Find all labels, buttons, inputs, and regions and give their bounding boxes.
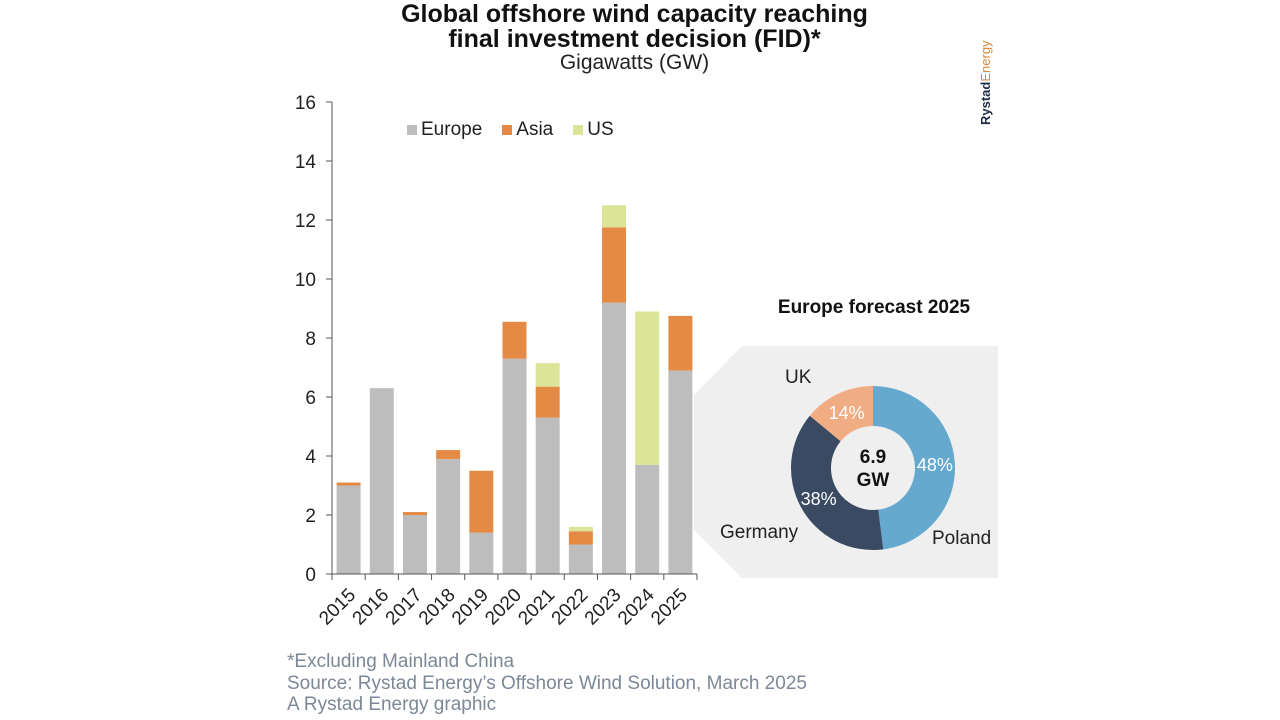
x-tick-label: 2017: [382, 585, 427, 630]
legend-item-asia: Asia: [502, 119, 553, 141]
bar-europe-2023: [602, 302, 627, 574]
bar-asia-2018: [436, 450, 461, 459]
x-tick-label: 2024: [614, 584, 659, 629]
bar-asia-2015: [336, 482, 361, 486]
legend-label-asia: Asia: [516, 119, 554, 140]
bar-europe-2015: [336, 485, 361, 574]
bar-us-2023: [602, 205, 627, 228]
bar-us-2021: [535, 363, 560, 387]
x-tick-label: 2023: [581, 585, 626, 630]
x-tick-label: 2020: [481, 585, 526, 630]
legend-label-us: US: [587, 119, 614, 140]
y-tick-label: 0: [305, 565, 316, 586]
donut-title: Europe forecast 2025: [777, 297, 971, 318]
bar-us-2024: [635, 311, 660, 465]
chart-subtitle: Gigawatts (GW): [559, 51, 710, 74]
legend-item-europe: Europe: [407, 119, 482, 141]
y-tick-label: 6: [305, 388, 316, 409]
x-tick-label: 2016: [349, 585, 394, 630]
bar-asia-2022: [568, 531, 593, 545]
bar-asia-2021: [535, 386, 560, 418]
y-tick-label: 12: [295, 211, 316, 232]
y-tick-label: 8: [305, 329, 316, 350]
y-tick-label: 10: [295, 270, 316, 291]
bar-europe-2024: [635, 464, 660, 574]
donut-group: 48% 38% 14%: [790, 386, 955, 550]
bar-europe-2017: [402, 515, 427, 574]
donut-center-value: 6.9: [859, 447, 887, 468]
donut-pct-uk: 14%: [829, 403, 865, 423]
bar-europe-2021: [535, 417, 560, 574]
donut-pct-germany: 38%: [801, 489, 837, 509]
donut-center-unit: GW: [856, 470, 890, 491]
x-tick-label: 2015: [315, 585, 360, 630]
donut-slice-poland: [873, 386, 955, 550]
y-tick-label: 2: [305, 506, 316, 527]
bar-europe-2025: [668, 370, 693, 574]
legend-item-us: US: [573, 119, 614, 141]
legend: Europe Asia US: [407, 119, 614, 141]
x-tick-label: 2022: [548, 585, 593, 630]
bar-us-2022: [568, 526, 593, 532]
donut-label-germany: Germany: [720, 522, 799, 543]
donut-slice-germany: [790, 415, 884, 550]
donut-label-poland: Poland: [932, 528, 992, 549]
bar-europe-2018: [436, 458, 461, 574]
bar-europe-2020: [502, 358, 527, 574]
source-note: Source: Rystad Energy’s Offshore Wind So…: [287, 673, 807, 694]
legend-swatch-us: [573, 125, 584, 135]
donut-center-label: 6.9 GW: [833, 446, 913, 492]
x-tick-label: 2019: [448, 585, 493, 630]
credit-note: A Rystad Energy graphic: [287, 694, 497, 715]
chart-title-line1: Global offshore wind capacity reaching: [401, 0, 868, 28]
bar-asia-2019: [469, 470, 494, 533]
x-tick-label: 2018: [415, 585, 460, 630]
footnote: *Excluding Mainland China: [287, 651, 515, 672]
chart-title-line2: final investment decision (FID)*: [448, 25, 821, 53]
x-tick-label: 2025: [647, 585, 692, 630]
x-tick-label: 2021: [514, 585, 559, 630]
bars-group: [336, 205, 693, 574]
bar-asia-2025: [668, 315, 693, 371]
bar-asia-2023: [602, 227, 627, 303]
bar-asia-2017: [402, 512, 427, 515]
bar-europe-2016: [369, 388, 394, 574]
y-tick-label: 16: [295, 93, 316, 114]
legend-swatch-asia: [502, 125, 513, 135]
bar-europe-2022: [568, 544, 593, 574]
donut-label-uk: UK: [785, 367, 812, 388]
y-tick-label: 14: [295, 152, 317, 173]
y-tick-label: 4: [305, 447, 316, 468]
legend-label-europe: Europe: [421, 119, 483, 140]
donut-slice-uk: [809, 386, 873, 442]
donut-pct-poland: 48%: [917, 455, 953, 475]
bar-europe-2019: [469, 532, 494, 574]
bar-asia-2020: [502, 321, 527, 359]
legend-swatch-europe: [407, 125, 417, 135]
